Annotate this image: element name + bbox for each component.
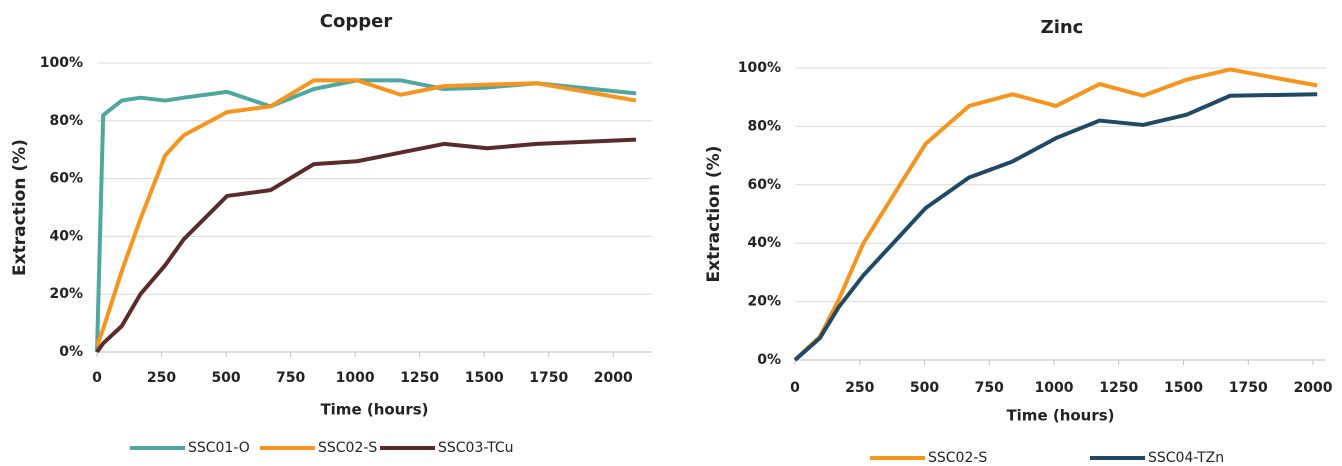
x-tick-label: 1000 [336, 370, 375, 386]
x-tick-label: 250 [845, 380, 874, 396]
data-line [95, 137, 637, 354]
x-tick-label: 2000 [594, 370, 633, 386]
legend-label: SSC02-S [318, 440, 377, 456]
y-tick-label: 40% [747, 235, 781, 251]
legend-label: SSC04-TZn [1148, 450, 1224, 466]
y-tick-label: 60% [49, 171, 83, 187]
y-axis-title: Extraction (%) [10, 139, 30, 276]
data-line [793, 67, 1318, 362]
y-tick-label: 0% [757, 352, 781, 368]
y-tick-label: 20% [747, 294, 781, 310]
y-tick-label: 80% [747, 118, 781, 134]
y-tick-label: 80% [49, 113, 83, 129]
x-tick-label: 1750 [1229, 380, 1268, 396]
y-tick-label: 100% [738, 60, 781, 76]
y-tick-label: 100% [40, 55, 83, 71]
y-tick-label: 0% [59, 344, 83, 360]
legend-label: SSC03-TCu [438, 440, 514, 456]
x-tick-label: 0 [790, 380, 800, 396]
legend-label: SSC01-O [188, 440, 250, 456]
x-tick-label: 750 [276, 370, 305, 386]
x-tick-label: 250 [147, 370, 176, 386]
x-tick-label: 500 [211, 370, 240, 386]
legend-label: SSC02-S [928, 450, 987, 466]
x-axis-title: Time (hours) [320, 401, 428, 419]
x-tick-label: 1250 [400, 370, 439, 386]
chart-title: Copper [320, 11, 393, 32]
y-axis-title: Extraction (%) [704, 146, 724, 283]
x-axis-title: Time (hours) [1006, 407, 1114, 425]
x-tick-label: 0 [92, 370, 102, 386]
x-tick-label: 1500 [465, 370, 504, 386]
y-tick-label: 20% [49, 286, 83, 302]
data-line [95, 78, 637, 347]
x-tick-label: 750 [975, 380, 1004, 396]
x-tick-label: 1250 [1099, 380, 1138, 396]
x-tick-label: 1000 [1035, 380, 1074, 396]
y-tick-label: 40% [49, 228, 83, 244]
y-tick-label: 60% [747, 177, 781, 193]
data-line [793, 92, 1318, 362]
x-tick-label: 2000 [1294, 380, 1333, 396]
chart-title: Zinc [1041, 17, 1084, 38]
x-tick-label: 1750 [529, 370, 568, 386]
x-tick-label: 500 [910, 380, 939, 396]
x-tick-label: 1500 [1164, 380, 1203, 396]
